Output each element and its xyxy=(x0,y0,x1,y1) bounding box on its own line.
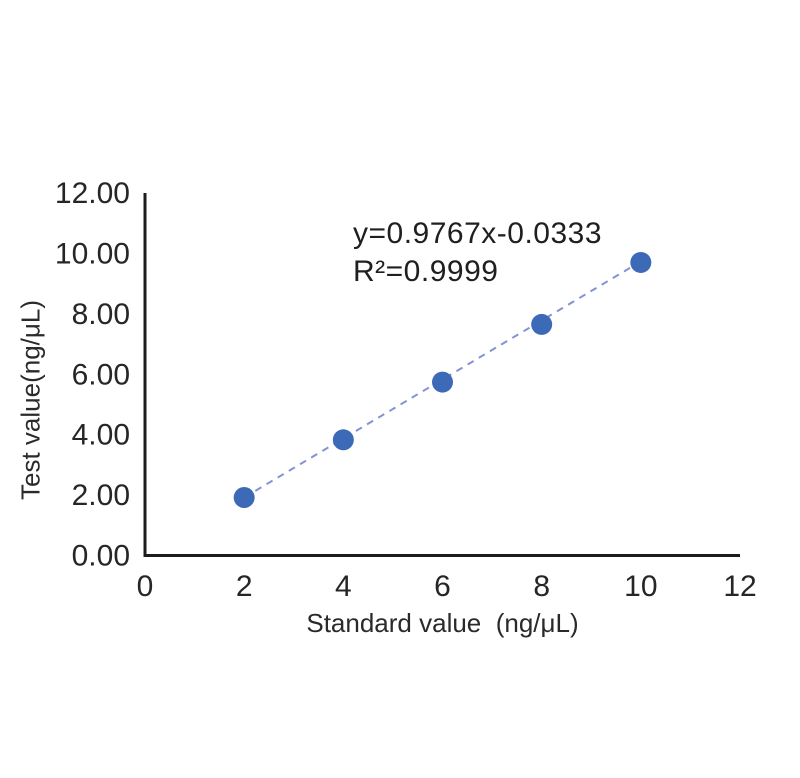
x-tick-label: 10 xyxy=(624,570,657,603)
data-point xyxy=(531,313,553,335)
y-axis-title: Test value(ng/μL) xyxy=(15,300,46,500)
data-point xyxy=(332,429,354,451)
data-point xyxy=(233,487,255,508)
x-tick-label: 0 xyxy=(137,570,154,603)
x-tick-label: 6 xyxy=(434,570,451,603)
x-axis-title: Standard value (ng/μL) xyxy=(306,608,579,638)
y-tick-label: 0.00 xyxy=(72,540,130,573)
y-tick-label: 4.00 xyxy=(72,419,130,452)
x-tick-label: 4 xyxy=(335,570,352,603)
data-point xyxy=(630,251,652,273)
trendline-equation-text: y=0.9767x-0.0333 xyxy=(353,217,603,250)
y-tick-label: 10.00 xyxy=(55,237,130,270)
trendline-annotation: y=0.9767x-0.0333 R²=0.9999 xyxy=(353,215,602,291)
y-tick-label: 8.00 xyxy=(72,298,130,331)
x-tick-label: 12 xyxy=(723,570,756,603)
y-tick-label: 6.00 xyxy=(72,358,130,391)
y-tick-label: 12.00 xyxy=(55,177,130,210)
y-tick-label: 2.00 xyxy=(72,479,130,512)
r-squared-text: R²=0.9999 xyxy=(353,255,499,288)
x-tick-label: 8 xyxy=(533,570,550,603)
x-tick-label: 2 xyxy=(236,570,253,603)
data-point xyxy=(432,371,453,393)
axes-lines xyxy=(143,193,740,557)
